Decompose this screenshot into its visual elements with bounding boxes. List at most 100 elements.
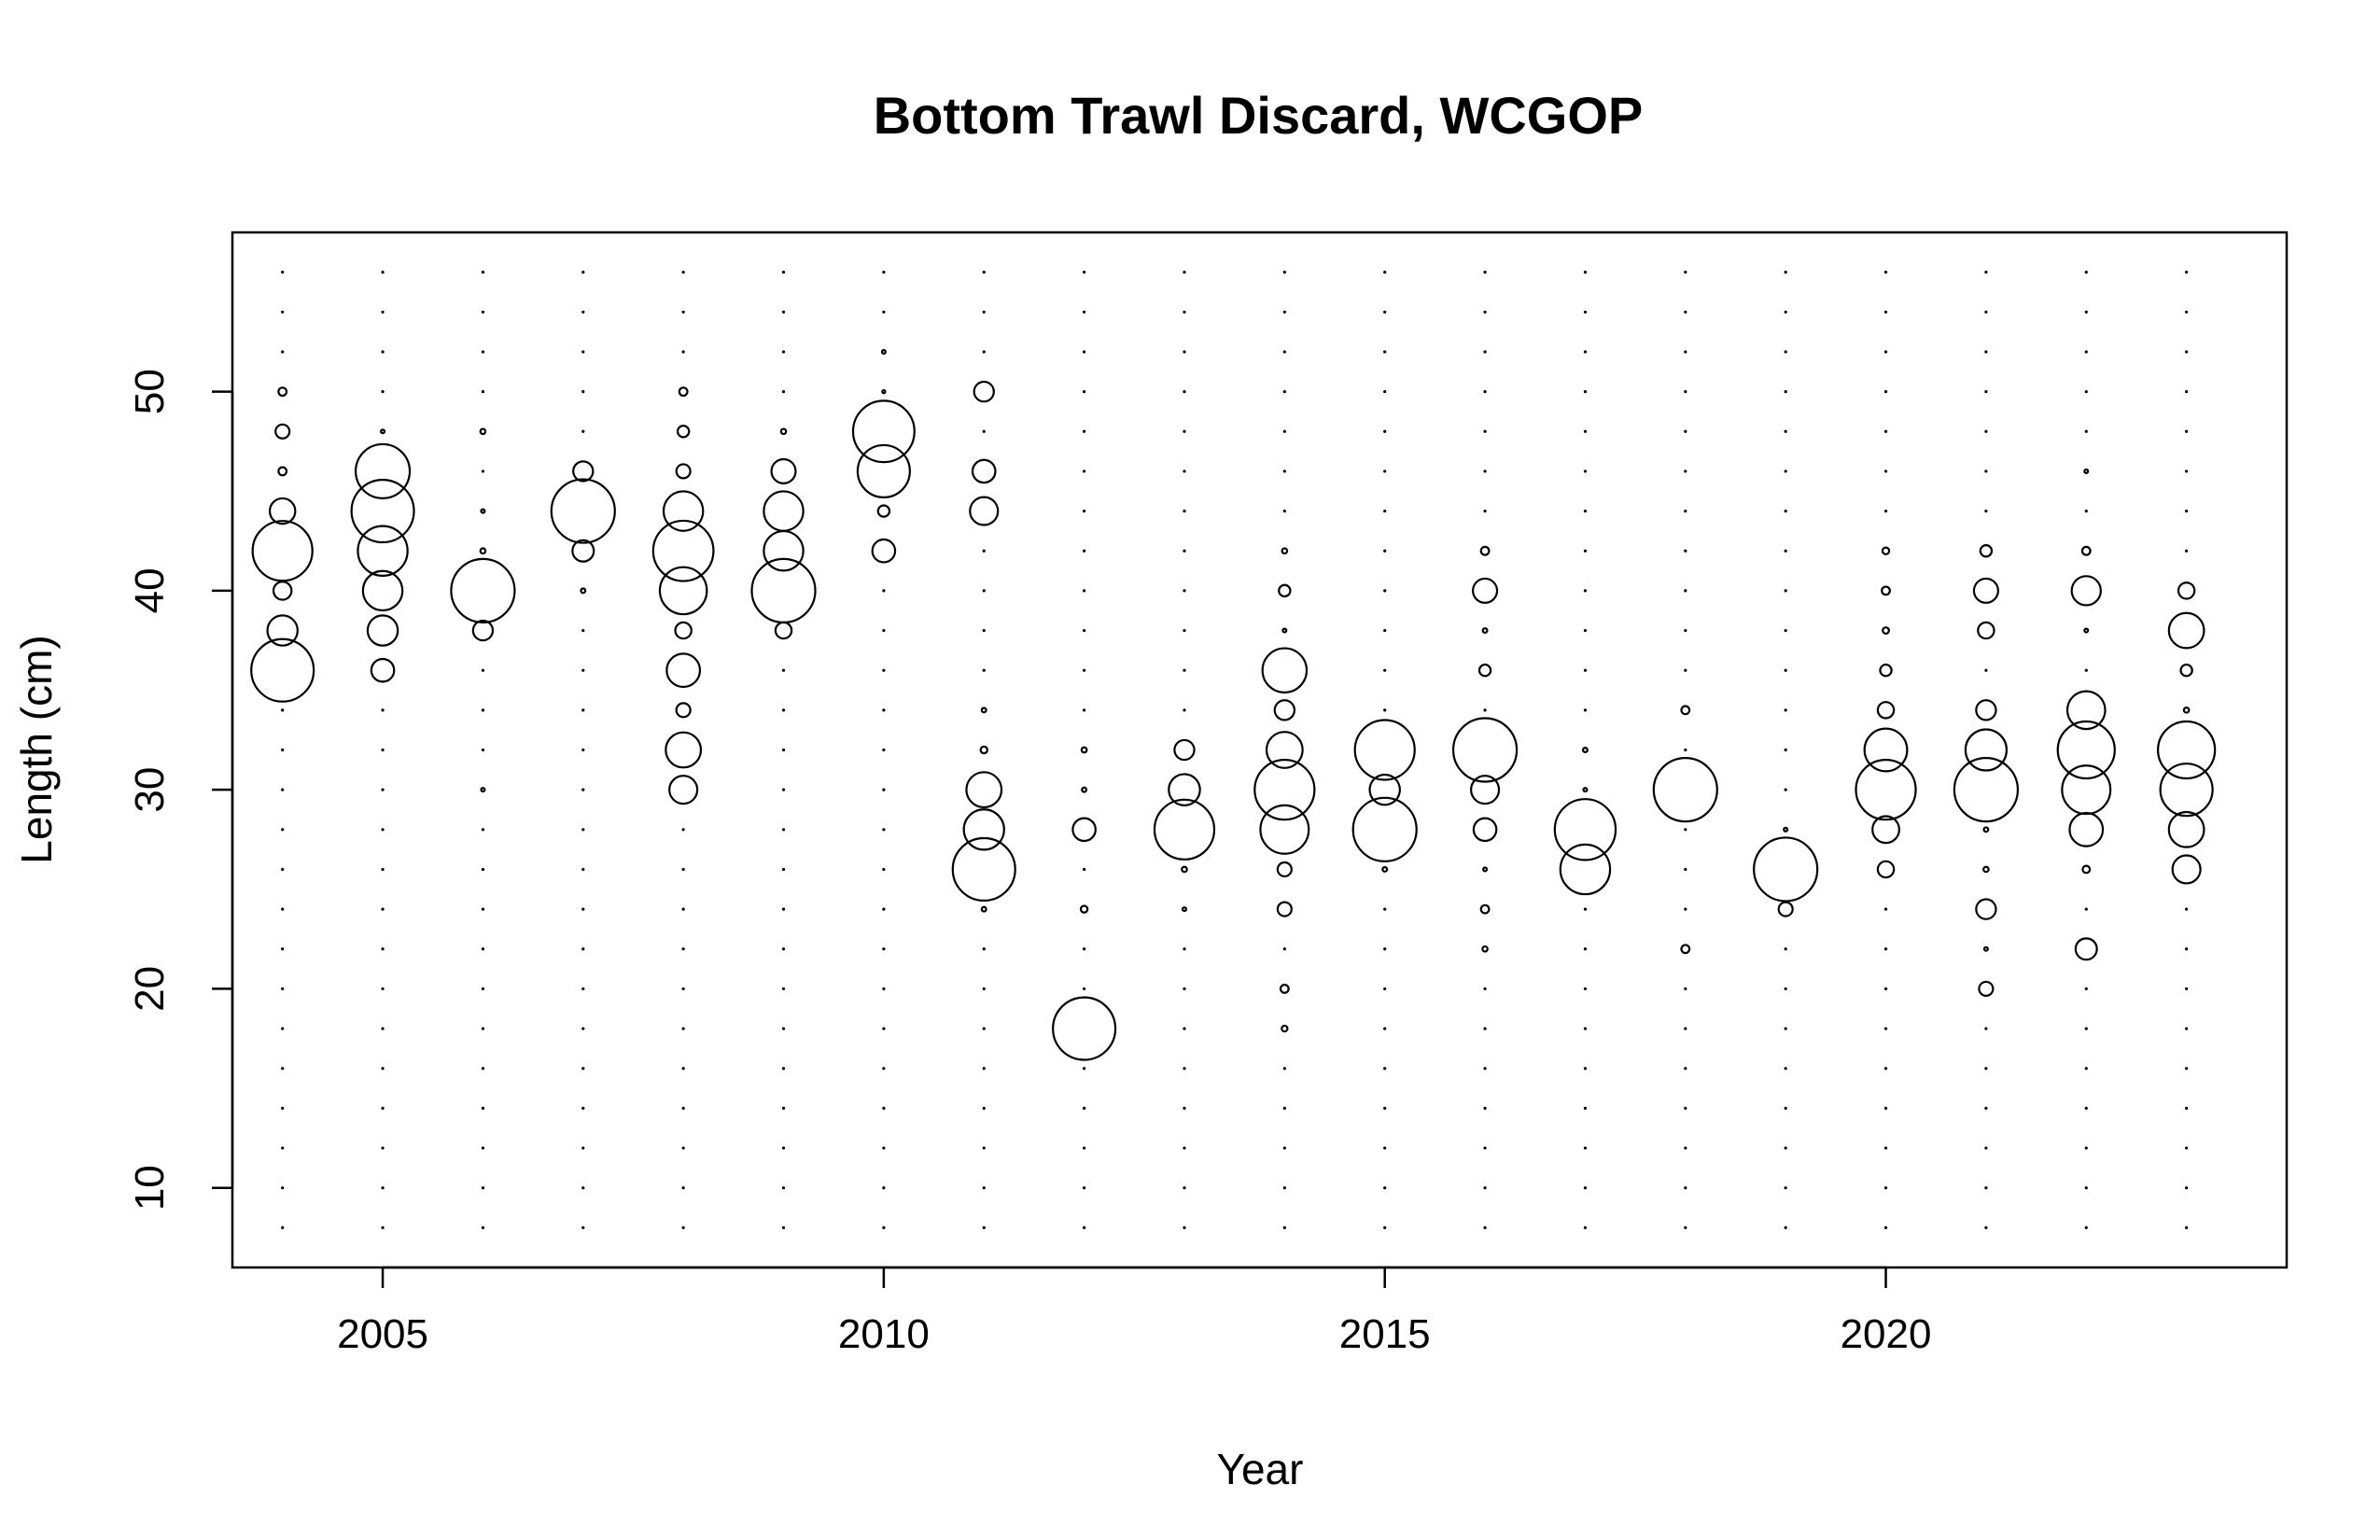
empty-bin-dot <box>1684 549 1687 553</box>
bubble <box>651 519 715 582</box>
empty-bin-dot <box>982 310 986 314</box>
empty-bin-dot <box>1083 271 1086 274</box>
empty-bin-dot <box>1784 708 1787 712</box>
bubble <box>1279 984 1290 994</box>
empty-bin-dot <box>281 828 285 832</box>
bubble <box>268 497 297 525</box>
empty-bin-dot <box>1784 1225 1787 1229</box>
empty-bin-dot <box>1684 509 1687 513</box>
empty-bin-dot <box>2084 987 2088 991</box>
empty-bin-dot <box>1183 1106 1186 1110</box>
bubble <box>1652 757 1718 823</box>
empty-bin-dot <box>781 390 786 394</box>
empty-bin-dot <box>1483 350 1487 354</box>
bubble <box>571 539 595 563</box>
empty-bin-dot <box>982 1225 986 1229</box>
empty-bin-dot <box>1684 390 1687 394</box>
empty-bin-dot <box>982 628 986 633</box>
empty-bin-dot <box>1483 1027 1487 1030</box>
empty-bin-dot <box>1984 429 1988 433</box>
empty-bin-dot <box>1784 1027 1787 1030</box>
empty-bin-dot <box>1684 589 1687 593</box>
empty-bin-dot <box>982 350 986 354</box>
empty-bin-dot <box>1684 310 1687 314</box>
bubble <box>1052 996 1117 1061</box>
empty-bin-dot <box>281 788 285 791</box>
empty-bin-dot <box>2185 947 2189 951</box>
bubble <box>1253 759 1316 821</box>
bubble <box>674 621 693 640</box>
bubble <box>1281 547 1289 555</box>
empty-bin-dot <box>1883 1067 1888 1071</box>
empty-bin-dot <box>1583 271 1588 274</box>
empty-bin-dot <box>1984 1146 1988 1150</box>
empty-bin-dot <box>1684 1146 1687 1150</box>
empty-bin-dot <box>1483 469 1487 473</box>
bubble <box>1080 746 1088 754</box>
empty-bin-dot <box>281 708 285 712</box>
empty-bin-dot <box>1583 1067 1588 1071</box>
empty-bin-dot <box>681 907 685 911</box>
empty-bin-dot <box>1784 628 1787 633</box>
empty-bin-dot <box>882 987 886 991</box>
empty-bin-dot <box>882 589 886 593</box>
empty-bin-dot <box>1282 271 1286 274</box>
empty-bin-dot <box>1984 390 1988 394</box>
empty-bin-dot <box>1383 429 1387 433</box>
empty-bin-dot <box>1883 271 1888 274</box>
empty-bin-dot <box>882 628 886 633</box>
empty-bin-dot <box>1583 1186 1588 1190</box>
bubble <box>1281 1024 1289 1033</box>
empty-bin-dot <box>1383 947 1387 951</box>
empty-bin-dot <box>1183 350 1186 354</box>
empty-bin-dot <box>481 708 485 712</box>
empty-bin-dot <box>2084 907 2088 911</box>
empty-bin-dot <box>1883 907 1888 911</box>
empty-bin-dot <box>481 1146 485 1150</box>
empty-bin-dot <box>1383 1186 1387 1190</box>
bubble <box>250 637 315 703</box>
bubble <box>266 614 299 647</box>
bubble <box>1582 787 1589 793</box>
empty-bin-dot <box>1383 469 1387 473</box>
empty-bin-dot <box>1784 350 1787 354</box>
empty-bin-dot <box>481 310 485 314</box>
bubble <box>1276 861 1293 878</box>
empty-bin-dot <box>581 271 585 274</box>
empty-bin-dot <box>1383 350 1387 354</box>
empty-bin-dot <box>1282 1186 1286 1190</box>
empty-bin-dot <box>781 867 786 872</box>
bubble <box>979 745 988 755</box>
empty-bin-dot <box>1984 1225 1988 1229</box>
empty-bin-dot <box>1883 1186 1888 1190</box>
empty-bin-dot <box>982 1067 986 1071</box>
empty-bin-dot <box>882 1027 886 1030</box>
bubble <box>1472 817 1498 843</box>
empty-bin-dot <box>1183 1225 1186 1229</box>
bubble <box>2083 627 2090 634</box>
bubble <box>1680 705 1691 716</box>
bubble <box>1181 906 1188 913</box>
empty-bin-dot <box>2084 1027 2088 1030</box>
x-axis: 2005 2010 2015 2020 <box>337 1266 1931 1357</box>
empty-bin-dot <box>281 1225 285 1229</box>
empty-bin-dot <box>982 987 986 991</box>
empty-bin-dot <box>1684 668 1687 672</box>
empty-bin-dot <box>1883 1106 1888 1110</box>
empty-bin-dot <box>1083 390 1086 394</box>
empty-bin-dot <box>481 350 485 354</box>
bubble <box>550 478 616 544</box>
empty-bin-dot <box>381 867 385 872</box>
bubble <box>380 428 386 435</box>
empty-bin-dot <box>381 390 385 394</box>
bubble <box>1783 826 1789 833</box>
empty-bin-dot <box>1784 1067 1787 1071</box>
empty-bin-dot <box>1984 350 1988 354</box>
empty-bin-dot <box>481 748 485 752</box>
empty-bin-dot <box>1883 509 1888 513</box>
empty-bin-dot <box>1383 271 1387 274</box>
empty-bin-dot <box>581 1106 585 1110</box>
empty-bin-dot <box>1483 1146 1487 1150</box>
bubble <box>1876 860 1896 879</box>
empty-bin-dot <box>281 1106 285 1110</box>
